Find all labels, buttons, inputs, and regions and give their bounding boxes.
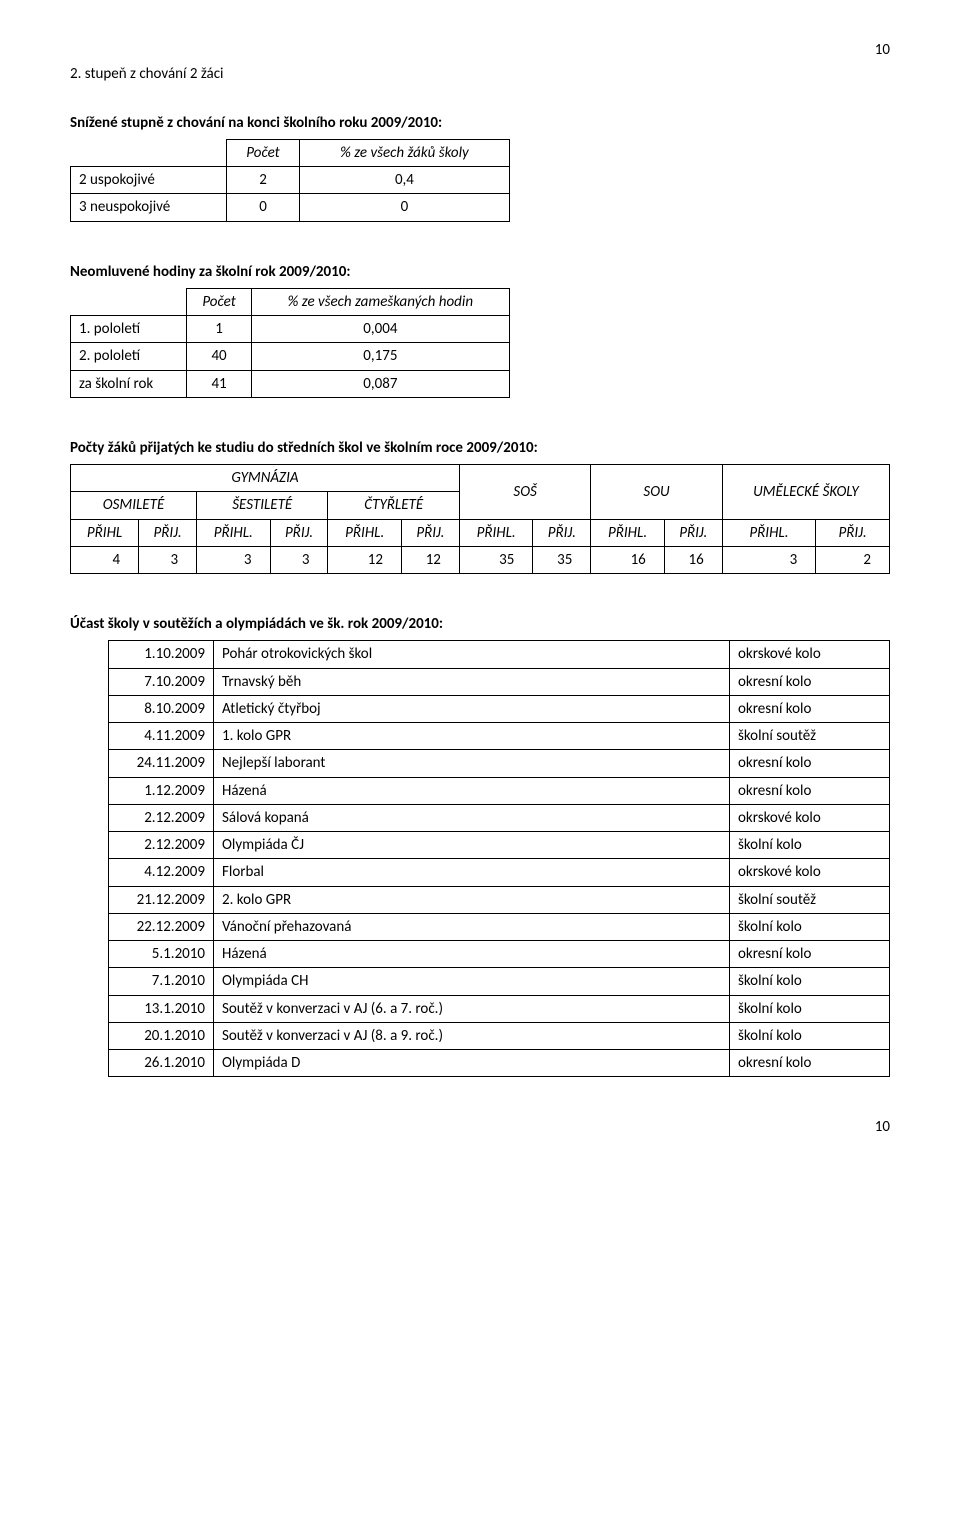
competition-event: Soutěž v konverzaci v AJ (6. a 7. roč.) [214, 995, 730, 1022]
table-row: 26.1.2010Olympiáda Dokresní kolo [109, 1050, 890, 1077]
group-gymnazia: GYMNÁZIA [71, 465, 460, 492]
col-pct: % ze všech žáků školy [299, 139, 509, 166]
table-row: 22.12.2009Vánoční přehazovanáškolní kolo [109, 913, 890, 940]
competition-event: 2. kolo GPR [214, 886, 730, 913]
competition-event: Soutěž v konverzaci v AJ (8. a 9. roč.) [214, 1022, 730, 1049]
group-sos: SOŠ [459, 465, 590, 520]
section1-heading: Snížené stupně z chování na konci školní… [70, 113, 890, 133]
competition-level: okresní kolo [730, 750, 890, 777]
top-line: 2. stupeň z chování 2 žáci [70, 64, 890, 84]
page-number-top: 10 [70, 40, 890, 60]
table-row: 3 neuspokojivé 0 0 [71, 194, 510, 221]
competition-event: Atletický čtyřboj [214, 695, 730, 722]
competition-level: okrskové kolo [730, 804, 890, 831]
competition-event: Florbal [214, 859, 730, 886]
competition-level: školní kolo [730, 995, 890, 1022]
competition-date: 26.1.2010 [109, 1050, 214, 1077]
table-admissions: GYMNÁZIA SOŠ SOU UMĚLECKÉ ŠKOLY OSMILETÉ… [70, 464, 890, 574]
competition-event: Olympiáda ČJ [214, 832, 730, 859]
col-pct: % ze všech zameškaných hodin [251, 288, 509, 315]
table-row: 2.12.2009Sálová kopanáokrskové kolo [109, 804, 890, 831]
competition-date: 4.12.2009 [109, 859, 214, 886]
competition-date: 2.12.2009 [109, 832, 214, 859]
group-umelecke: UMĚLECKÉ ŠKOLY [722, 465, 889, 520]
competition-level: školní soutěž [730, 886, 890, 913]
section4-heading: Účast školy v soutěžích a olympiádách ve… [70, 614, 890, 634]
competition-event: 1. kolo GPR [214, 723, 730, 750]
table-unexcused-hours: Počet % ze všech zameškaných hodin 1. po… [70, 288, 510, 398]
table-row: 4.12.2009Florbalokrskové kolo [109, 859, 890, 886]
table-row: 5.1.2010Házenáokresní kolo [109, 941, 890, 968]
competition-date: 7.1.2010 [109, 968, 214, 995]
table-row: 4.11.20091. kolo GPRškolní soutěž [109, 723, 890, 750]
sub-sestilete: ŠESTILETÉ [197, 492, 328, 519]
competition-level: okrskové kolo [730, 859, 890, 886]
competition-event: Vánoční přehazovaná [214, 913, 730, 940]
competition-event: Olympiáda CH [214, 968, 730, 995]
competition-event: Házená [214, 777, 730, 804]
table-row: za školní rok 41 0,087 [71, 370, 510, 397]
section3-heading: Počty žáků přijatých ke studiu do středn… [70, 438, 890, 458]
table-row: 4 3 3 3 12 12 35 35 16 16 3 2 [71, 546, 890, 573]
competition-date: 24.11.2009 [109, 750, 214, 777]
competition-event: Sálová kopaná [214, 804, 730, 831]
sub-ctyrlete: ČTYŘLETÉ [328, 492, 459, 519]
competition-level: školní kolo [730, 968, 890, 995]
competition-date: 21.12.2009 [109, 886, 214, 913]
table-row: 8.10.2009Atletický čtyřbojokresní kolo [109, 695, 890, 722]
competition-level: školní soutěž [730, 723, 890, 750]
table-row: 2. pololetí 40 0,175 [71, 343, 510, 370]
table-row: 20.1.2010Soutěž v konverzaci v AJ (8. a … [109, 1022, 890, 1049]
sub-osmilete: OSMILETÉ [71, 492, 197, 519]
section2-heading: Neomluvené hodiny za školní rok 2009/201… [70, 262, 890, 282]
col-count: Počet [187, 288, 251, 315]
competition-date: 5.1.2010 [109, 941, 214, 968]
competition-date: 13.1.2010 [109, 995, 214, 1022]
competition-date: 4.11.2009 [109, 723, 214, 750]
table-row: 2.12.2009Olympiáda ČJškolní kolo [109, 832, 890, 859]
competition-date: 1.10.2009 [109, 641, 214, 668]
competition-date: 22.12.2009 [109, 913, 214, 940]
competition-date: 2.12.2009 [109, 804, 214, 831]
competition-date: 20.1.2010 [109, 1022, 214, 1049]
competition-level: školní kolo [730, 913, 890, 940]
competition-level: okresní kolo [730, 941, 890, 968]
page-number-bottom: 10 [70, 1117, 890, 1137]
competition-event: Házená [214, 941, 730, 968]
table-behavior-grades: Počet % ze všech žáků školy 2 uspokojivé… [70, 139, 510, 222]
table-row: 1.10.2009Pohár otrokovických školokrskov… [109, 641, 890, 668]
competition-level: okresní kolo [730, 1050, 890, 1077]
competition-level: školní kolo [730, 832, 890, 859]
competition-date: 8.10.2009 [109, 695, 214, 722]
competition-event: Trnavský běh [214, 668, 730, 695]
table-row: 1.12.2009Házenáokresní kolo [109, 777, 890, 804]
table-row: 21.12.20092. kolo GPRškolní soutěž [109, 886, 890, 913]
col-count: Počet [227, 139, 300, 166]
competition-level: okresní kolo [730, 695, 890, 722]
table-competitions: 1.10.2009Pohár otrokovických školokrskov… [108, 640, 890, 1077]
competition-date: 7.10.2009 [109, 668, 214, 695]
competition-event: Nejlepší laborant [214, 750, 730, 777]
competition-level: okrskové kolo [730, 641, 890, 668]
table-row: 13.1.2010Soutěž v konverzaci v AJ (6. a … [109, 995, 890, 1022]
group-sou: SOU [591, 465, 722, 520]
competition-level: okresní kolo [730, 777, 890, 804]
competition-event: Olympiáda D [214, 1050, 730, 1077]
table-row: 7.10.2009Trnavský běhokresní kolo [109, 668, 890, 695]
competition-level: školní kolo [730, 1022, 890, 1049]
table-row: 1. pololetí 1 0,004 [71, 316, 510, 343]
competition-date: 1.12.2009 [109, 777, 214, 804]
table-row: 24.11.2009Nejlepší laborantokresní kolo [109, 750, 890, 777]
competition-event: Pohár otrokovických škol [214, 641, 730, 668]
competition-level: okresní kolo [730, 668, 890, 695]
table-row: 2 uspokojivé 2 0,4 [71, 167, 510, 194]
table-row: 7.1.2010Olympiáda CHškolní kolo [109, 968, 890, 995]
